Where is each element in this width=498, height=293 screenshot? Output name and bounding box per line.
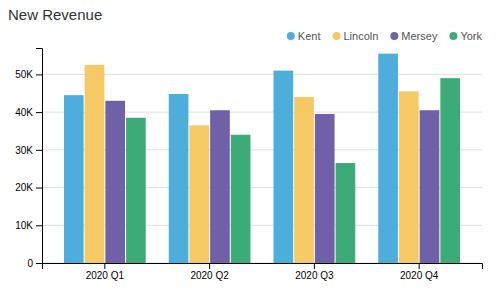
grid-line xyxy=(42,74,482,75)
bar xyxy=(294,97,314,263)
tick: 0 xyxy=(27,258,42,269)
tick-mark xyxy=(36,263,42,264)
x-axis: 2020 Q1 2020 Q2 2020 Q3 2020 Q4 xyxy=(43,263,483,281)
axis-line xyxy=(43,264,483,270)
legend-label: York xyxy=(460,30,482,42)
bar xyxy=(210,110,230,263)
y-axis: 0 10K 20K 30K 40K 50K xyxy=(15,49,42,269)
bar xyxy=(315,114,335,263)
legend-marker xyxy=(390,32,398,40)
tick-mark xyxy=(314,263,315,269)
series xyxy=(64,54,398,263)
tick: 10K xyxy=(15,220,42,231)
series xyxy=(105,101,439,263)
legend-marker xyxy=(287,32,295,40)
legend-marker xyxy=(332,32,340,40)
bar xyxy=(274,71,294,263)
bar xyxy=(189,125,209,263)
tick-mark xyxy=(36,225,42,226)
bar xyxy=(399,91,419,263)
bar xyxy=(378,54,398,263)
legend-item: Lincoln xyxy=(332,30,378,42)
axis-line xyxy=(36,49,43,264)
tick-label: 0 xyxy=(27,258,33,269)
legend-label: Kent xyxy=(298,30,321,42)
legend-item: York xyxy=(449,30,482,42)
series xyxy=(126,78,460,263)
legend-item: Mersey xyxy=(390,30,438,42)
legend-label: Lincoln xyxy=(343,30,378,42)
bar xyxy=(64,95,84,263)
legend-item: Kent xyxy=(287,30,321,42)
title: New Revenue xyxy=(8,6,102,23)
tick: 50K xyxy=(15,69,42,80)
tick-mark xyxy=(36,150,42,151)
tick-mark xyxy=(209,263,210,269)
tick-label: 20K xyxy=(15,182,33,193)
series xyxy=(85,65,419,263)
tick-label: 40K xyxy=(15,107,33,118)
legend-label: Mersey xyxy=(401,30,438,42)
chart: New Revenue010K20K30K40K50K2020 Q12020 Q… xyxy=(0,0,498,293)
tick: 2020 Q3 xyxy=(295,263,334,281)
tick: 40K xyxy=(15,107,42,118)
bar xyxy=(169,94,189,263)
tick-label: 2020 Q2 xyxy=(190,270,229,281)
bar xyxy=(105,101,125,263)
tick-label: 50K xyxy=(15,69,33,80)
grid xyxy=(42,74,482,263)
tick: 2020 Q4 xyxy=(400,263,439,281)
tick-mark xyxy=(104,263,105,269)
bar xyxy=(126,118,146,263)
tick: 2020 Q2 xyxy=(190,263,229,281)
legend: Kent Lincoln Mersey York xyxy=(287,30,483,42)
bars xyxy=(64,54,460,263)
tick-mark xyxy=(36,112,42,113)
bar xyxy=(420,110,440,263)
tick-mark xyxy=(36,188,42,189)
tick-label: 2020 Q1 xyxy=(86,270,125,281)
tick-label: 2020 Q4 xyxy=(400,270,439,281)
bar xyxy=(336,163,356,263)
tick: 2020 Q1 xyxy=(86,263,125,281)
tick-label: 2020 Q3 xyxy=(295,270,334,281)
tick: 30K xyxy=(15,145,42,156)
plot: 010K20K30K40K50K2020 Q12020 Q22020 Q3202… xyxy=(15,49,482,282)
tick-label: 10K xyxy=(15,220,33,231)
legend-marker xyxy=(449,32,457,40)
tick-label: 30K xyxy=(15,145,33,156)
bar xyxy=(85,65,105,263)
bar xyxy=(440,78,460,263)
bar xyxy=(231,135,251,263)
tick-mark xyxy=(419,263,420,269)
tick-mark xyxy=(36,74,42,75)
tick: 20K xyxy=(15,182,42,193)
